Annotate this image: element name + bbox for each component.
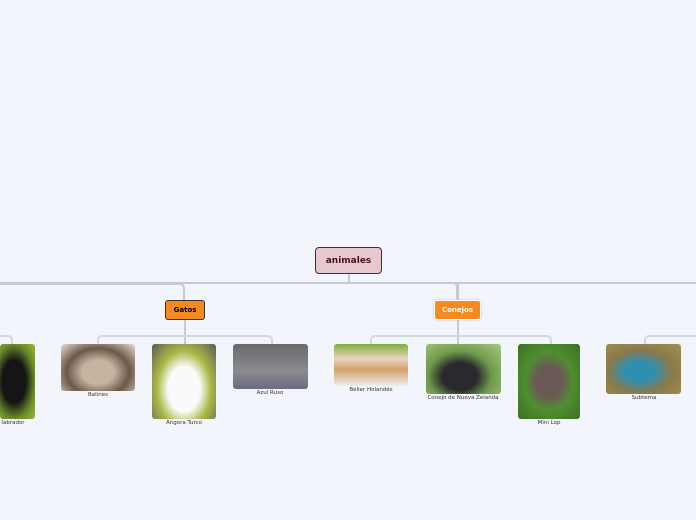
- gatos-connector: [0, 283, 185, 301]
- conejos-connector: [350, 283, 458, 299]
- subtema-image[interactable]: [606, 344, 681, 394]
- root-connector: [348, 274, 350, 283]
- mini-lop-image[interactable]: [518, 344, 580, 419]
- conejo-nueva-zelanda-image[interactable]: [426, 344, 501, 394]
- labrador-label: labrador: [1, 420, 25, 426]
- labrador-image[interactable]: [0, 344, 35, 419]
- subtema-bracket: [644, 335, 696, 345]
- belier-holandes-image[interactable]: [334, 344, 408, 386]
- root-node[interactable]: animales: [315, 247, 382, 274]
- conejos-sub-connector: [457, 320, 459, 344]
- conejo-nueva-zelanda-label: Conejo de Nueva Zelanda: [427, 395, 499, 401]
- conejos-connector-v: [457, 283, 459, 300]
- angora-turco-image[interactable]: [152, 344, 216, 419]
- gatos-sub-connector: [184, 320, 186, 344]
- angora-turco-label: Angora Turco: [165, 420, 203, 426]
- conejos-bracket: [370, 335, 552, 345]
- branch-gatos[interactable]: Gatos: [165, 300, 205, 320]
- azul-ruso-image[interactable]: [233, 344, 308, 389]
- azul-ruso-label: Azul Ruso: [256, 390, 284, 396]
- labrador-bracket: [0, 335, 13, 345]
- mini-lop-label: Mini Lop: [537, 420, 561, 426]
- main-connector: [0, 282, 696, 284]
- subtema-label: Subtema: [631, 395, 657, 401]
- balines-image[interactable]: [61, 344, 135, 391]
- branch-conejos[interactable]: Conejos: [434, 300, 481, 320]
- belier-holandes-label: Belier Holandés: [349, 387, 393, 393]
- gatos-bracket: [97, 335, 273, 345]
- balines-label: Balines: [88, 392, 108, 398]
